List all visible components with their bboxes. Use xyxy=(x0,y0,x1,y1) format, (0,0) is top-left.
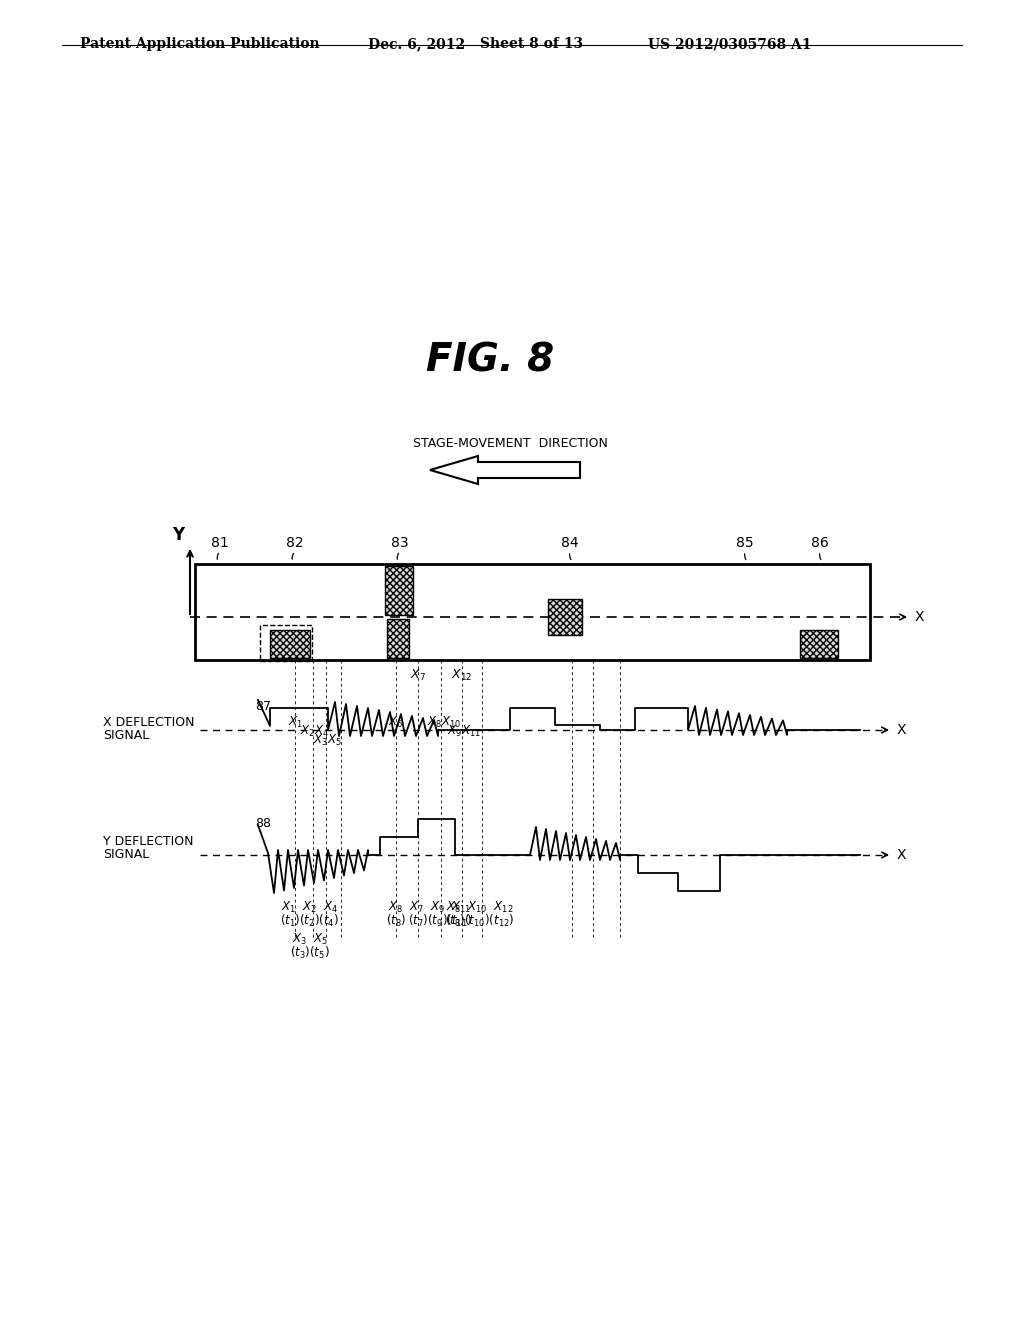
Text: $X_1$: $X_1$ xyxy=(289,715,303,730)
Text: US 2012/0305768 A1: US 2012/0305768 A1 xyxy=(648,37,811,51)
Text: $X_{12}$: $X_{12}$ xyxy=(452,668,473,684)
Text: Y: Y xyxy=(172,525,184,544)
Text: $X_8$  $X_{10}$  $X_{12}$: $X_8$ $X_{10}$ $X_{12}$ xyxy=(446,900,514,915)
Bar xyxy=(800,630,838,657)
Text: 81: 81 xyxy=(211,536,229,550)
Text: $(t_8)(t_{10})(t_{12})$: $(t_8)(t_{10})(t_{12})$ xyxy=(445,913,515,929)
Bar xyxy=(195,564,870,660)
Text: 82: 82 xyxy=(286,536,304,550)
Text: $X_6$: $X_6$ xyxy=(388,715,403,730)
Bar xyxy=(548,599,582,635)
Text: $X_7$: $X_7$ xyxy=(410,668,426,684)
Text: 88: 88 xyxy=(255,817,271,830)
Text: Patent Application Publication: Patent Application Publication xyxy=(80,37,319,51)
Text: $X_9$$X_{11}$: $X_9$$X_{11}$ xyxy=(447,723,481,739)
Text: $X_3$  $X_5$: $X_3$ $X_5$ xyxy=(292,932,328,948)
Text: 87: 87 xyxy=(255,700,271,713)
Text: $X_8$: $X_8$ xyxy=(388,900,403,915)
Text: $X_3$$X_5$: $X_3$$X_5$ xyxy=(312,733,341,748)
Text: $X_2$$X_4$: $X_2$$X_4$ xyxy=(300,723,329,739)
Text: SIGNAL: SIGNAL xyxy=(103,729,150,742)
Text: 86: 86 xyxy=(811,536,828,550)
Text: 83: 83 xyxy=(391,536,409,550)
Text: X: X xyxy=(897,723,906,737)
Text: X: X xyxy=(915,610,925,624)
Polygon shape xyxy=(430,455,580,484)
Text: SIGNAL: SIGNAL xyxy=(103,847,150,861)
Text: STAGE-MOVEMENT  DIRECTION: STAGE-MOVEMENT DIRECTION xyxy=(413,437,607,450)
Bar xyxy=(270,630,310,657)
Bar xyxy=(385,566,413,615)
Text: $X_8$$X_{10}$: $X_8$$X_{10}$ xyxy=(427,715,461,730)
Text: X DEFLECTION: X DEFLECTION xyxy=(103,715,195,729)
Text: X: X xyxy=(897,847,906,862)
Text: $(t_7)(t_9)(t_{11})$: $(t_7)(t_9)(t_{11})$ xyxy=(408,913,472,929)
Text: $(t_3)(t_5)$: $(t_3)(t_5)$ xyxy=(290,945,330,961)
Text: Y DEFLECTION: Y DEFLECTION xyxy=(103,836,194,847)
Bar xyxy=(387,619,409,657)
Text: $(t_8)$: $(t_8)$ xyxy=(386,913,407,929)
Text: $X_7$  $X_9$  $X_{11}$: $X_7$ $X_9$ $X_{11}$ xyxy=(409,900,471,915)
Bar xyxy=(260,624,312,661)
Text: FIG. 8: FIG. 8 xyxy=(426,342,554,380)
Text: $X_1$  $X_2$  $X_4$: $X_1$ $X_2$ $X_4$ xyxy=(282,900,339,915)
Text: Sheet 8 of 13: Sheet 8 of 13 xyxy=(480,37,583,51)
Text: Dec. 6, 2012: Dec. 6, 2012 xyxy=(368,37,465,51)
Text: 84: 84 xyxy=(561,536,579,550)
Text: 85: 85 xyxy=(736,536,754,550)
Text: $(t_1)(t_2)(t_4)$: $(t_1)(t_2)(t_4)$ xyxy=(281,913,340,929)
